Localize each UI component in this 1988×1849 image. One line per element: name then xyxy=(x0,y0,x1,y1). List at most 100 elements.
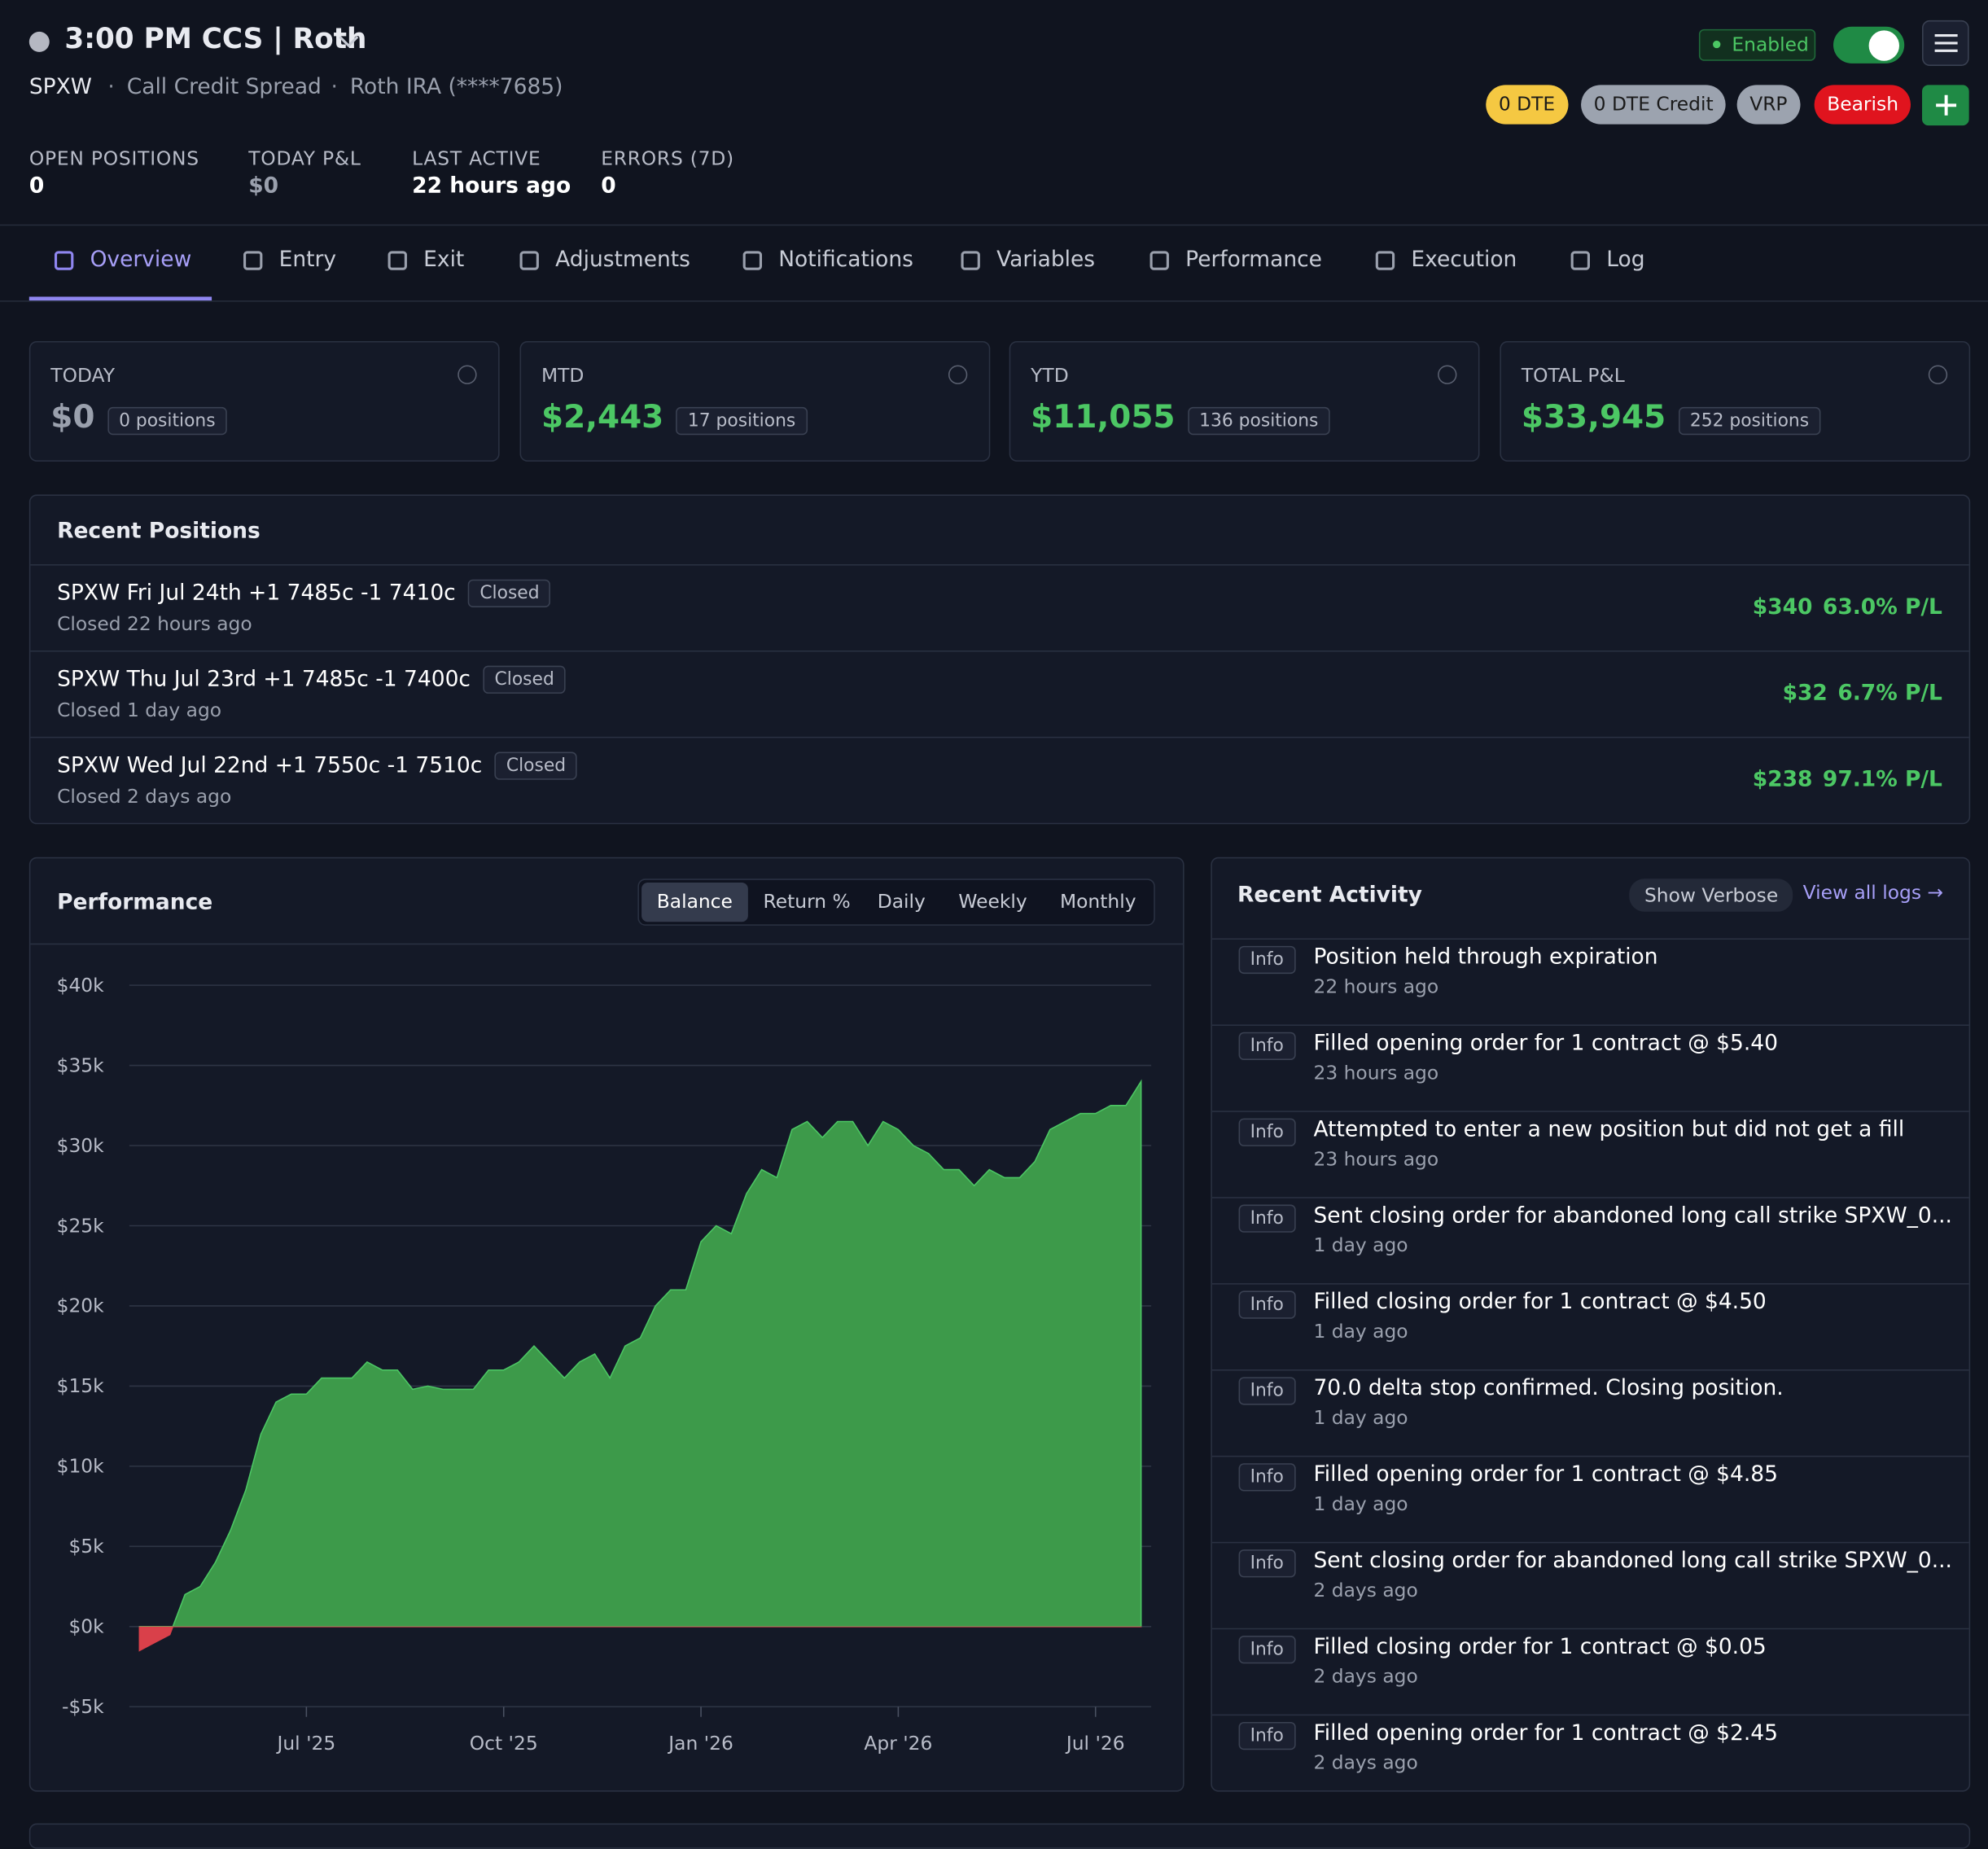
stat-value: 0 xyxy=(28,173,45,199)
tab[interactable]: Execution xyxy=(1411,247,1517,273)
card-label: TODAY xyxy=(50,363,115,388)
tab-icon xyxy=(961,251,980,270)
position-pct: 63.0% P/L xyxy=(1822,594,1942,620)
badge: Info xyxy=(1238,1549,1295,1578)
tab[interactable]: Overview xyxy=(90,247,192,273)
x-tick-label: Oct '25 xyxy=(470,1732,538,1755)
activity-time: 22 hours ago xyxy=(1313,975,1439,998)
stat-value: 0 xyxy=(601,173,616,199)
activity-time: 23 hours ago xyxy=(1313,1061,1439,1084)
toggle-knob xyxy=(1868,30,1899,61)
badge: 136 positions xyxy=(1188,406,1330,436)
position-pnl: $32 xyxy=(1782,681,1828,707)
stat-label: LAST ACTIVE xyxy=(412,147,541,170)
activity-message: Sent closing order for abandoned long ca… xyxy=(1313,1548,1952,1574)
position-closed: Closed 2 days ago xyxy=(57,785,232,808)
activity-message: 70.0 delta stop confirmed. Closing posit… xyxy=(1313,1375,1784,1401)
plus-icon xyxy=(1936,94,1957,116)
info-icon xyxy=(1438,365,1457,384)
status-text: Enabled xyxy=(1732,33,1809,56)
tab-underline xyxy=(28,296,212,301)
position-pct: 97.1% P/L xyxy=(1822,767,1942,793)
mode-button[interactable]: Monthly xyxy=(1059,890,1136,914)
chevron[interactable] xyxy=(337,34,360,50)
card-value: $11,055 xyxy=(1031,398,1176,436)
activity-time: 1 day ago xyxy=(1313,1233,1408,1257)
panel-title: Recent Positions xyxy=(57,518,261,545)
y-tick-label: $0k xyxy=(68,1615,104,1638)
card-value: $33,945 xyxy=(1521,398,1666,436)
tab-icon xyxy=(1149,251,1169,270)
tag: Bearish xyxy=(1814,85,1911,125)
badge: Info xyxy=(1238,1377,1295,1405)
tab[interactable]: Notifications xyxy=(778,247,913,273)
card-label: YTD xyxy=(1031,363,1069,388)
y-tick-label: $10k xyxy=(57,1455,105,1478)
stat-label: OPEN POSITIONS xyxy=(28,147,199,170)
mode-button[interactable]: Return % xyxy=(763,890,851,914)
divider xyxy=(1211,1714,1969,1716)
y-tick-label: $35k xyxy=(57,1054,105,1076)
tab[interactable]: Adjustments xyxy=(555,247,690,273)
badge: 0 positions xyxy=(107,406,227,436)
tab[interactable]: Variables xyxy=(996,247,1096,273)
info-icon xyxy=(948,365,968,384)
activity-panel xyxy=(1211,857,1971,1792)
view-logs-link[interactable]: View all logs → xyxy=(1802,881,1944,905)
badge: Closed xyxy=(494,751,578,780)
activity-time: 2 days ago xyxy=(1313,1750,1418,1774)
tab-icon xyxy=(519,251,539,270)
title[interactable]: 3:00 PM CCS | Roth xyxy=(64,24,367,56)
y-tick-label: $40k xyxy=(57,974,105,997)
divider xyxy=(1211,1024,1969,1026)
tab[interactable]: Exit xyxy=(423,247,465,273)
badge: Closed xyxy=(483,665,566,694)
separator: · xyxy=(107,74,115,101)
position-closed: Closed 1 day ago xyxy=(57,699,222,722)
divider xyxy=(1211,1455,1969,1457)
divider xyxy=(30,943,1184,945)
badge: Info xyxy=(1238,1463,1295,1492)
panel-title: Performance xyxy=(57,890,213,916)
tab[interactable]: Entry xyxy=(278,247,337,273)
tab[interactable]: Log xyxy=(1606,247,1645,273)
badge: Closed xyxy=(468,579,551,607)
badge: Info xyxy=(1238,1118,1295,1146)
info-icon xyxy=(458,365,477,384)
verbose-button[interactable]: Show Verbose xyxy=(1629,878,1793,912)
activity-time: 1 day ago xyxy=(1313,1320,1408,1343)
recent-positions xyxy=(28,494,1971,825)
mode-button[interactable]: Weekly xyxy=(958,890,1027,914)
y-tick-label: $5k xyxy=(68,1535,104,1558)
position-pnl: $238 xyxy=(1752,767,1813,793)
tab-icon xyxy=(243,251,263,270)
badge: Info xyxy=(1238,1204,1295,1233)
position-name[interactable]: SPXW Fri Jul 24th +1 7485c -1 7410c xyxy=(57,581,456,607)
menu-button[interactable] xyxy=(1922,20,1969,66)
summary-card xyxy=(1009,340,1480,462)
divider xyxy=(1211,1283,1969,1285)
badge: Info xyxy=(1238,945,1295,975)
badge: Info xyxy=(1238,1721,1295,1750)
divider xyxy=(1211,938,1969,940)
stat-label: ERRORS (7D) xyxy=(601,147,734,170)
mode-button[interactable]: Daily xyxy=(877,890,926,914)
position-name[interactable]: SPXW Thu Jul 23rd +1 7485c -1 7400c xyxy=(57,667,471,693)
summary-card xyxy=(519,340,991,462)
tab-icon xyxy=(54,251,74,270)
tab-icon xyxy=(388,251,407,270)
divider xyxy=(1211,1369,1969,1371)
position-name[interactable]: SPXW Wed Jul 22nd +1 7550c -1 7510c xyxy=(57,753,483,779)
y-tick-label: $20k xyxy=(57,1295,105,1317)
summary-card xyxy=(28,340,500,462)
tab-icon xyxy=(1570,251,1590,270)
divider xyxy=(0,300,1988,302)
y-tick-label: $25k xyxy=(57,1214,105,1237)
tag: VRP xyxy=(1736,85,1801,125)
activity-message: Attempted to enter a new position but di… xyxy=(1313,1117,1905,1143)
mode-button[interactable]: Balance xyxy=(642,882,748,922)
tag: 0 DTE Credit xyxy=(1581,85,1727,125)
tab[interactable]: Performance xyxy=(1185,247,1322,273)
divider xyxy=(1211,1628,1969,1630)
